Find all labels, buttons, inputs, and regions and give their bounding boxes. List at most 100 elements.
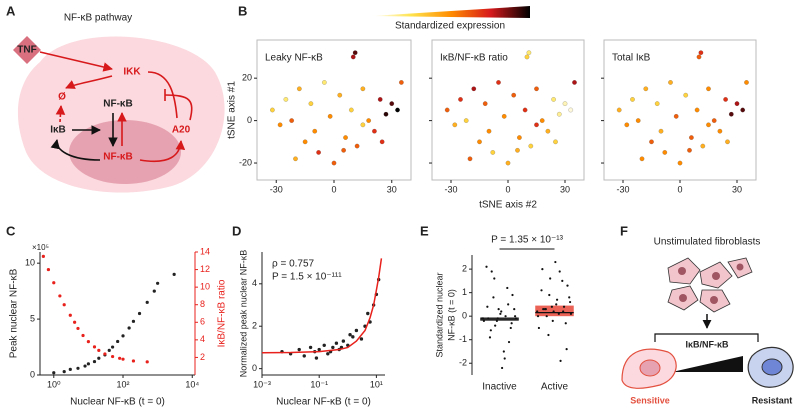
y-tick-label: -1 xyxy=(459,334,467,344)
point xyxy=(559,359,562,362)
x-tick-label: 30 xyxy=(387,184,397,194)
cell-point xyxy=(534,86,539,92)
point xyxy=(510,322,513,325)
cell-point xyxy=(534,122,539,128)
point xyxy=(131,359,136,363)
point xyxy=(127,326,131,330)
point xyxy=(513,308,516,311)
point xyxy=(58,294,62,298)
cell-point xyxy=(360,122,366,128)
cell-point xyxy=(654,101,660,106)
nucleus xyxy=(761,358,783,376)
y-tick-label: 2 xyxy=(462,263,467,273)
cell-point xyxy=(711,118,717,123)
cell-point xyxy=(496,80,501,85)
y-tick-label: 0 xyxy=(252,363,257,373)
cell-point xyxy=(395,107,400,113)
point xyxy=(68,313,72,317)
point xyxy=(558,270,561,273)
y-tick-label: 10 xyxy=(25,258,35,268)
x-tick-label: 10⁻³ xyxy=(253,379,271,389)
y-axis-label: Standardized nuclear xyxy=(434,272,444,357)
cell-point xyxy=(505,160,511,166)
cell-point xyxy=(312,128,318,134)
fibroblast-diagram: Unstimulated fibroblasts IκB/NF-κB Sensi… xyxy=(621,237,794,405)
cell-point xyxy=(728,111,734,117)
cell-point xyxy=(289,118,294,123)
panel-label: F xyxy=(620,223,628,238)
cell-point xyxy=(486,128,492,134)
node: NF-κB xyxy=(103,99,132,110)
x-tick-label: 0 xyxy=(505,184,510,194)
point xyxy=(317,347,321,352)
point xyxy=(564,322,567,325)
point xyxy=(547,333,550,337)
point xyxy=(172,272,176,276)
cell-point xyxy=(471,86,477,92)
point xyxy=(351,335,355,339)
point xyxy=(542,308,545,311)
cell-point xyxy=(553,139,558,145)
cell-point xyxy=(616,107,622,113)
colorbar-label: Standardized expression xyxy=(395,21,505,32)
point xyxy=(314,356,319,360)
point xyxy=(552,310,555,313)
y-tick-label: 2 xyxy=(200,352,205,362)
point xyxy=(549,277,552,280)
point xyxy=(348,333,352,337)
cell-point xyxy=(551,97,556,102)
cell-point xyxy=(293,156,298,162)
point xyxy=(156,281,160,285)
cell-point xyxy=(341,148,346,153)
point xyxy=(509,326,512,330)
point xyxy=(503,357,506,360)
point xyxy=(110,345,115,349)
point xyxy=(81,333,85,338)
cell-point xyxy=(740,107,746,113)
cell-point xyxy=(639,156,645,162)
cell-point xyxy=(511,92,517,98)
y-axis-label: tSNE axis #1 xyxy=(227,81,238,139)
point xyxy=(554,260,557,264)
y-tick-label: 8 xyxy=(200,299,205,309)
colorbar xyxy=(372,6,530,18)
annotation: ρ = 0.757 xyxy=(272,259,315,270)
ratio-label: IκB/NF-κB xyxy=(685,339,729,349)
cell-point xyxy=(316,150,321,155)
point xyxy=(497,308,500,311)
y-tick-label: 20 xyxy=(242,73,252,83)
point xyxy=(507,340,511,344)
cell-point xyxy=(377,97,383,102)
point xyxy=(548,293,551,297)
cell-point xyxy=(389,101,395,106)
y-tick-label: 6 xyxy=(200,317,205,327)
point xyxy=(83,364,87,368)
cell-point xyxy=(477,139,482,145)
cell-point xyxy=(528,143,534,149)
point xyxy=(561,279,564,282)
cell-point xyxy=(379,139,385,145)
point xyxy=(334,341,339,345)
cell-point xyxy=(673,114,679,119)
diagram-title: Unstimulated fibroblasts xyxy=(654,237,761,248)
cell-point xyxy=(744,80,749,85)
point xyxy=(366,311,370,316)
cell-point xyxy=(677,160,683,166)
point xyxy=(131,319,136,323)
cell-point xyxy=(444,107,450,113)
point xyxy=(540,289,543,292)
y-tick-label: 10 xyxy=(200,282,210,292)
x-axis-label: Nuclear NF-κB (t = 0) xyxy=(70,397,165,408)
cell-point xyxy=(458,97,463,102)
point xyxy=(86,340,90,344)
point xyxy=(568,296,571,299)
panel-label: C xyxy=(6,223,16,238)
annotation: P = 1.35 × 10⁻¹³ xyxy=(491,235,563,246)
point xyxy=(544,308,547,311)
point xyxy=(41,254,45,258)
point xyxy=(562,305,566,308)
cell-point xyxy=(562,101,568,106)
point xyxy=(511,293,514,297)
cell-point xyxy=(463,118,469,123)
bracket xyxy=(654,333,759,342)
